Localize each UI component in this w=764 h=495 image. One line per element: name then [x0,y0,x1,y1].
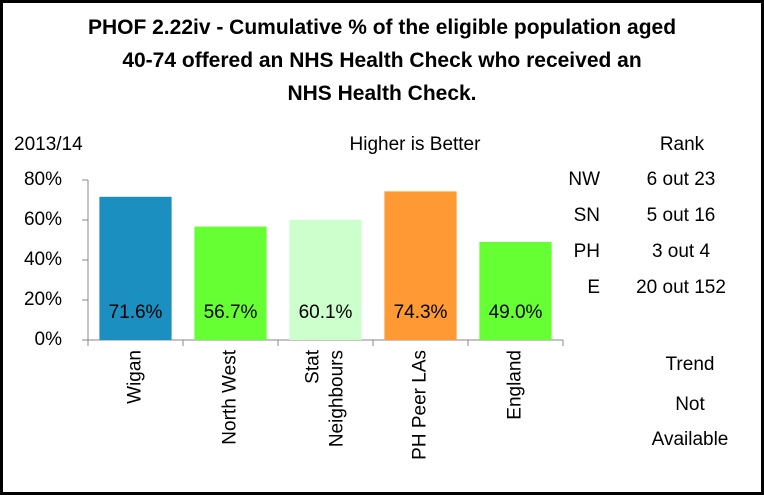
y-tick-label: 0% [35,329,63,350]
x-tick-label: PH Peer LAs [410,350,431,460]
value-label: 49.0% [489,302,543,323]
value-label: 71.6% [109,302,163,323]
x-tick-label: England [505,350,526,420]
trend-title: Trend [666,354,715,375]
x-tick-label: North West [220,349,241,444]
x-tick-label: Wigan [125,350,146,404]
rank-value: 20 out 152 [636,277,726,298]
note: Higher is Better [350,134,482,155]
rank-label: NW [568,169,600,190]
chart-title: PHOF 2.22iv - Cumulative % of the eligib… [88,16,676,105]
rank-value: 6 out 23 [647,169,716,190]
y-tick-label: 20% [24,289,62,310]
x-tick-label: Stat Neighbours [303,349,348,447]
rank-label: E [587,277,600,298]
rank-label: PH [574,241,600,262]
value-label: 60.1% [299,302,353,323]
bar [289,219,362,340]
bar [194,226,267,340]
rank-title: Rank [660,134,705,155]
bar [99,196,172,340]
rank-value: 5 out 16 [647,205,716,226]
rank-value: 3 out 4 [652,241,711,262]
period-label: 2013/14 [14,134,83,155]
trend-value: Not Available [652,394,729,450]
bar [384,191,457,340]
y-tick-label: 60% [24,209,62,230]
rank-label: SN [574,205,600,226]
value-label: 56.7% [204,302,258,323]
value-label: 74.3% [394,302,448,323]
y-tick-label: 40% [24,249,62,270]
y-tick-label: 80% [24,169,62,190]
bar [479,242,552,340]
